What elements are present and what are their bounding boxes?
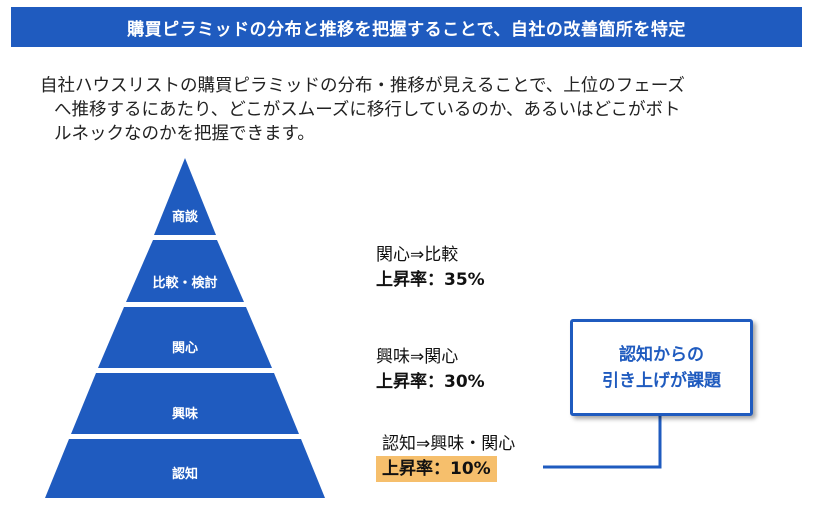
description-line-2: へ推移するにあたり、どこがスムーズに移行しているのか、あるいはどこがボト [54,100,681,120]
transition-2: 興味⇒関心 上昇率：30% [376,345,485,395]
pyramid-label-4: 興味 [171,407,199,422]
transition-2-label: 興味⇒関心 [376,347,459,367]
description-line-1: 自社ハウスリストの購買ピラミッドの分布・推移が見えることで、上位のフェーズ [40,76,685,96]
transition-3-label: 認知⇒興味・関心 [382,434,516,454]
pyramid-label-1: 商談 [171,210,199,225]
pyramid-label-3: 関心 [171,341,199,356]
pyramid-level-興味 [71,373,299,434]
callout-connector [543,410,662,469]
page-title: 購買ピラミッドの分布と推移を把握することで、自社の改善箇所を特定 [127,19,686,40]
transition-2-rate: 上昇率：30% [376,372,485,392]
transition-3: 認知⇒興味・関心 上昇率：10% [376,432,515,482]
transition-1-rate: 上昇率：35% [376,270,485,290]
page-title-banner: 購買ピラミッドの分布と推移を把握することで、自社の改善箇所を特定 [11,7,802,47]
description-text: 自社ハウスリストの購買ピラミッドの分布・推移が見えることで、上位のフェーズ へ推… [40,74,790,146]
callout-line-2: 引き上げが課題 [602,370,721,391]
transition-1: 関心⇒比較 上昇率：35% [376,243,485,293]
callout-line-1: 認知からの [619,344,704,365]
callout-box: 認知からの 引き上げが課題 [570,319,753,416]
pyramid-label-5: 認知 [171,467,199,482]
transition-1-label: 関心⇒比較 [376,245,459,265]
pyramid-level-関心 [98,307,272,368]
pyramid-level-認知 [45,439,325,498]
pyramid-level-比較検討 [126,240,244,302]
transition-3-rate: 上昇率：10% [376,456,497,482]
pyramid-level-商談 [154,158,216,235]
description-line-3: ルネックなのかを把握できます。 [54,124,315,144]
pyramid-label-2: 比較・検討 [152,276,218,291]
